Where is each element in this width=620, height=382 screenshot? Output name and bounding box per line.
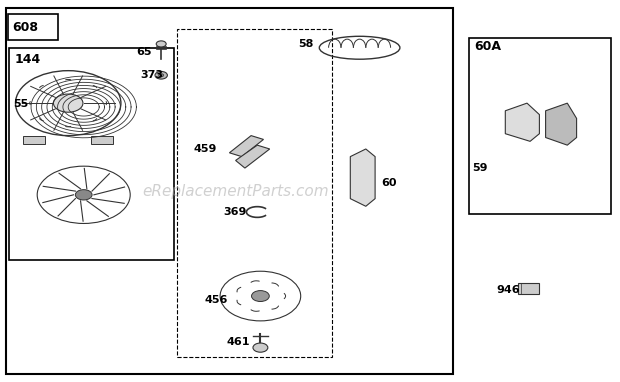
Bar (9, 48, 174, 260)
Circle shape (53, 94, 83, 112)
Bar (23, 136, 45, 144)
Text: 461: 461 (226, 337, 250, 347)
Text: 459: 459 (193, 144, 217, 154)
Polygon shape (505, 103, 539, 141)
Bar (518, 283, 539, 294)
Circle shape (220, 271, 301, 321)
Text: 946: 946 (496, 285, 520, 295)
Text: 59: 59 (472, 163, 488, 173)
Text: 60: 60 (381, 178, 397, 188)
Bar (6, 8, 453, 374)
Circle shape (156, 41, 166, 47)
Text: 373: 373 (140, 70, 163, 80)
Text: 369: 369 (223, 207, 247, 217)
Circle shape (155, 71, 167, 79)
Bar (469, 38, 611, 214)
Text: eReplacementParts.com: eReplacementParts.com (142, 183, 329, 199)
Polygon shape (236, 145, 270, 168)
Bar (91, 136, 113, 144)
Polygon shape (229, 136, 264, 157)
Text: 58: 58 (298, 39, 313, 49)
Bar (177, 29, 332, 357)
Text: 144: 144 (14, 53, 40, 66)
Text: 608: 608 (12, 21, 38, 34)
Text: 55: 55 (14, 99, 29, 109)
Circle shape (37, 166, 130, 223)
Circle shape (76, 190, 92, 200)
Text: 456: 456 (205, 295, 228, 305)
Circle shape (252, 291, 269, 301)
Text: 65: 65 (136, 47, 152, 57)
Polygon shape (546, 103, 577, 145)
Text: 60A: 60A (474, 40, 502, 53)
Polygon shape (350, 149, 375, 206)
Circle shape (159, 74, 164, 77)
Bar (8, 14, 58, 40)
Circle shape (253, 343, 268, 352)
